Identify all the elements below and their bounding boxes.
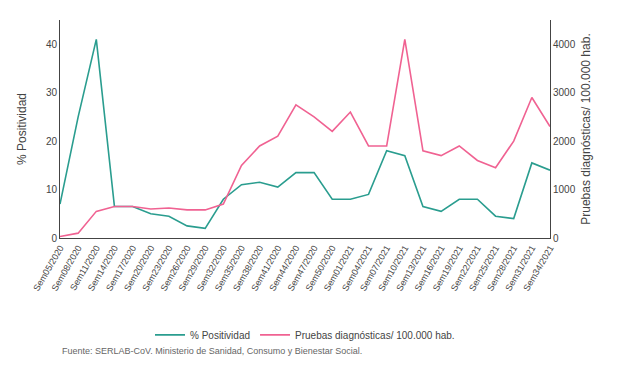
svg-text:Sem17/2020: Sem17/2020: [104, 244, 138, 293]
svg-text:Sem32/2020: Sem32/2020: [195, 244, 229, 293]
svg-text:Sem47/2020: Sem47/2020: [286, 244, 320, 293]
svg-text:0: 0: [553, 233, 559, 244]
svg-text:4000: 4000: [553, 39, 576, 50]
svg-text:Sem20/2020: Sem20/2020: [122, 244, 156, 293]
svg-text:1000: 1000: [553, 184, 576, 195]
svg-text:Pruebas diagnósticas/ 100.000: Pruebas diagnósticas/ 100.000 hab.: [295, 330, 455, 341]
svg-text:Sem34/2021: Sem34/2021: [521, 244, 555, 293]
svg-text:10: 10: [46, 184, 58, 195]
svg-text:Pruebas diagnósticas/ 100.000: Pruebas diagnósticas/ 100.000 hab.: [579, 33, 593, 224]
svg-text:Sem08/2020: Sem08/2020: [50, 244, 84, 293]
svg-text:20: 20: [46, 136, 58, 147]
svg-text:% Positividad: % Positividad: [190, 330, 250, 341]
svg-text:Sem01/2021: Sem01/2021: [322, 244, 356, 293]
svg-text:Sem44/2020: Sem44/2020: [267, 244, 301, 293]
svg-text:Sem04/2021: Sem04/2021: [340, 244, 374, 293]
svg-text:Sem10/2021: Sem10/2021: [376, 244, 410, 293]
svg-text:Sem29/2020: Sem29/2020: [177, 244, 211, 293]
svg-text:Sem16/2021: Sem16/2021: [413, 244, 447, 293]
svg-text:2000: 2000: [553, 136, 576, 147]
svg-text:Sem05/2020: Sem05/2020: [31, 244, 65, 293]
svg-text:Sem13/2021: Sem13/2021: [394, 244, 428, 293]
svg-text:Sem26/2020: Sem26/2020: [158, 244, 192, 293]
svg-text:Sem25/2021: Sem25/2021: [467, 244, 501, 293]
svg-text:Sem11/2020: Sem11/2020: [68, 244, 102, 293]
svg-text:0: 0: [51, 233, 57, 244]
svg-text:40: 40: [46, 39, 58, 50]
svg-text:Sem31/2021: Sem31/2021: [503, 244, 537, 293]
svg-text:30: 30: [46, 87, 58, 98]
svg-text:Sem38/2020: Sem38/2020: [231, 244, 265, 293]
svg-text:Sem35/2020: Sem35/2020: [213, 244, 247, 293]
svg-text:Fuente: SERLAB-CoV. Ministerio: Fuente: SERLAB-CoV. Ministerio de Sanida…: [62, 346, 362, 356]
svg-text:3000: 3000: [553, 87, 576, 98]
svg-text:Sem14/2020: Sem14/2020: [86, 244, 120, 293]
svg-text:Sem50/2020: Sem50/2020: [304, 244, 338, 293]
svg-text:Sem41/2020: Sem41/2020: [249, 244, 283, 293]
svg-text:Sem28/2021: Sem28/2021: [485, 244, 519, 293]
svg-text:Sem23/2020: Sem23/2020: [140, 244, 174, 293]
svg-text:% Positividad: % Positividad: [15, 93, 29, 165]
svg-text:Sem07/2021: Sem07/2021: [358, 244, 392, 293]
svg-text:Sem22/2021: Sem22/2021: [449, 244, 483, 293]
svg-text:Sem19/2021: Sem19/2021: [431, 244, 465, 293]
